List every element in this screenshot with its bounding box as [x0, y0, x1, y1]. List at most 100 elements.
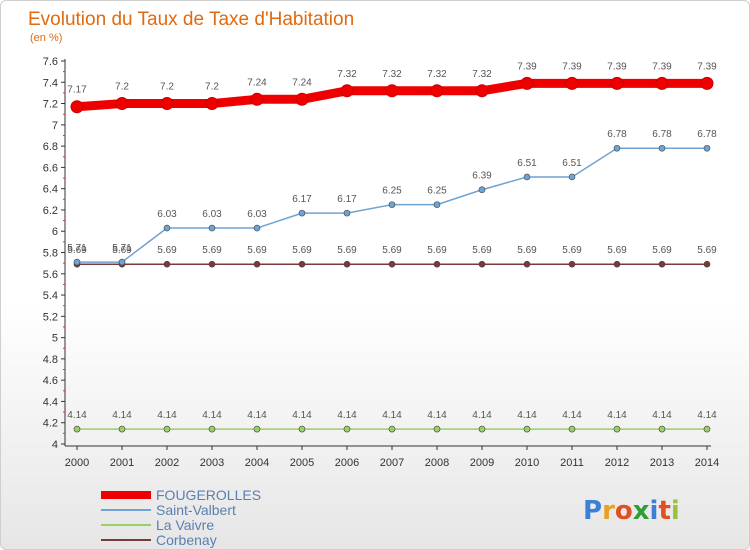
point-fougerolles [610, 76, 624, 90]
data-label-la-vaivre: 4.14 [157, 410, 177, 421]
data-label-corbenay: 5.69 [157, 245, 177, 256]
data-label-fougerolles: 7.39 [607, 61, 627, 72]
data-label-saint-valbert: 6.03 [247, 209, 267, 220]
data-label-saint-valbert: 5.71 [67, 243, 87, 254]
point-fougerolles [160, 97, 174, 111]
y-tick-label: 6.2 [43, 205, 58, 217]
data-label-fougerolles: 7.32 [382, 69, 402, 80]
point-fougerolles [430, 84, 444, 98]
point-saint-valbert [73, 258, 81, 266]
point-fougerolles [115, 97, 129, 111]
data-label-corbenay: 5.69 [382, 245, 402, 256]
point-corbenay [523, 260, 531, 268]
data-label-la-vaivre: 4.14 [517, 410, 537, 421]
data-label-fougerolles: 7.24 [247, 77, 267, 88]
data-label-corbenay: 5.69 [202, 245, 222, 256]
point-fougerolles [565, 76, 579, 90]
x-tick-label: 2011 [560, 457, 584, 469]
y-tick-label: 5.6 [43, 269, 58, 281]
data-label-saint-valbert: 6.51 [562, 158, 582, 169]
y-tick-label: 4.4 [43, 396, 58, 408]
point-la-vaivre [613, 425, 621, 433]
point-corbenay [433, 260, 441, 268]
data-label-corbenay: 5.69 [337, 245, 357, 256]
data-label-la-vaivre: 4.14 [337, 410, 357, 421]
data-label-la-vaivre: 4.14 [202, 410, 222, 421]
data-label-corbenay: 5.69 [652, 245, 672, 256]
data-label-corbenay: 5.69 [697, 245, 717, 256]
x-tick-label: 2012 [605, 457, 629, 469]
point-corbenay [343, 260, 351, 268]
x-tick-label: 2009 [470, 457, 494, 469]
data-label-corbenay: 5.69 [67, 245, 87, 256]
y-tick-label: 5.4 [43, 290, 58, 302]
point-la-vaivre [298, 425, 306, 433]
x-tick-label: 2001 [110, 457, 134, 469]
data-label-la-vaivre: 4.14 [292, 410, 312, 421]
data-labels: 7.17 7.2 7.2 7.2 7.24 7.24 7.32 7.32 7.32 7.32 7.3… [67, 61, 717, 421]
x-tick-label: 2006 [335, 457, 359, 469]
point-fougerolles [295, 92, 309, 106]
point-saint-valbert [703, 144, 711, 152]
point-saint-valbert [433, 201, 441, 208]
point-la-vaivre [658, 425, 666, 433]
point-saint-valbert [613, 144, 621, 152]
point-saint-valbert [568, 173, 576, 181]
y-tick-label: 7.6 [43, 56, 58, 68]
data-label-fougerolles: 7.2 [160, 82, 174, 93]
y-tick-label: 6.8 [43, 141, 58, 153]
data-label-corbenay: 5.69 [562, 245, 582, 256]
y-tick-label: 6.6 [43, 162, 58, 174]
data-label-la-vaivre: 4.14 [112, 410, 132, 421]
data-label-corbenay: 5.69 [427, 245, 447, 256]
point-fougerolles [385, 84, 399, 98]
point-la-vaivre [388, 425, 396, 433]
x-tick-label: 2010 [515, 457, 539, 469]
data-label-fougerolles: 7.39 [517, 61, 537, 72]
data-label-fougerolles: 7.32 [427, 69, 447, 80]
legend-label: Corbenay [156, 532, 217, 548]
logo-text: Proxiti [583, 496, 680, 526]
point-fougerolles [475, 84, 489, 98]
x-tick-label: 2000 [65, 457, 89, 469]
legend-label: FOUGEROLLES [156, 487, 261, 503]
point-fougerolles [520, 76, 534, 90]
data-label-saint-valbert: 6.03 [202, 209, 222, 220]
point-saint-valbert [658, 144, 666, 152]
logo-letter: t [658, 496, 670, 526]
chart-subtitle: (en %) [30, 32, 62, 44]
point-saint-valbert [163, 224, 171, 232]
logo-letter: P [583, 496, 602, 526]
data-label-fougerolles: 7.39 [562, 61, 582, 72]
point-saint-valbert [388, 201, 396, 208]
data-label-saint-valbert: 6.03 [157, 209, 177, 220]
logo-letter: o [615, 496, 633, 526]
data-label-la-vaivre: 4.14 [697, 410, 717, 421]
point-saint-valbert [118, 258, 126, 266]
data-label-corbenay: 5.69 [472, 245, 492, 256]
y-tick-label: 4.6 [43, 375, 58, 387]
point-saint-valbert [523, 173, 531, 181]
point-corbenay [388, 260, 396, 268]
chart-title: Evolution du Taux de Taxe d'Habitation [28, 9, 354, 30]
point-saint-valbert [253, 224, 261, 232]
data-label-fougerolles: 7.2 [115, 82, 129, 93]
data-label-saint-valbert: 6.25 [382, 186, 402, 197]
x-tick-label: 2013 [650, 457, 674, 469]
data-label-fougerolles: 7.39 [697, 61, 717, 72]
data-label-saint-valbert: 6.51 [517, 158, 537, 169]
data-label-saint-valbert: 6.78 [697, 129, 717, 140]
point-fougerolles [340, 84, 354, 98]
y-tick-label: 5.2 [43, 311, 58, 323]
data-label-fougerolles: 7.32 [472, 69, 492, 80]
y-tick-label: 6 [52, 226, 58, 238]
data-label-la-vaivre: 4.14 [427, 410, 447, 421]
point-corbenay [478, 260, 486, 268]
legend-label: La Vaivre [156, 517, 214, 533]
y-tick-label: 4.8 [43, 354, 58, 366]
logo-letter: i [671, 496, 680, 526]
data-label-corbenay: 5.69 [247, 245, 267, 256]
